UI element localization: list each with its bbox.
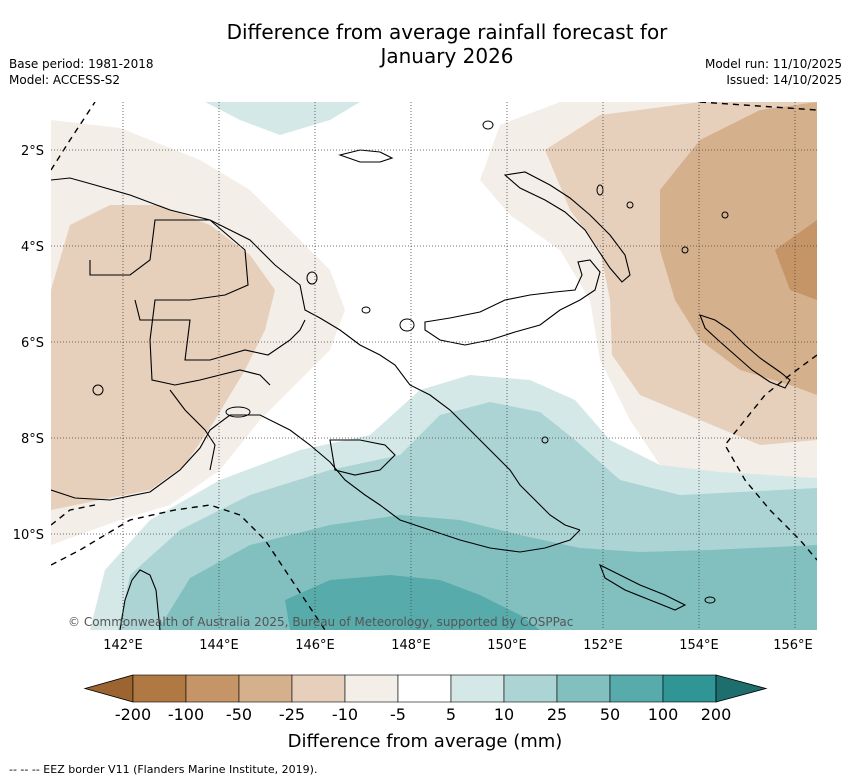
wet-region-south-50 — [285, 575, 540, 630]
colorbar-tick-label: 25 — [546, 705, 568, 724]
dry-region-east-50 — [775, 220, 817, 300]
colorbar — [83, 674, 768, 703]
lat-label-6s: 6°S — [21, 336, 44, 351]
eez-border-west-north — [51, 102, 96, 171]
png-border — [89, 219, 271, 386]
lon-label-142e: 142°E — [103, 638, 143, 653]
dry-region-west-10 — [51, 205, 275, 510]
island — [361, 306, 371, 314]
colorbar-tick-label: 50 — [599, 705, 621, 724]
lon-label-154e: 154°E — [679, 638, 719, 653]
colorbar-bin — [556, 674, 611, 703]
model-info: Base period: 1981-2018 Model: ACCESS-S2 — [9, 56, 154, 88]
island — [306, 271, 318, 285]
colorbar-tick-label: -100 — [167, 705, 205, 724]
colorbar-tick-label: -10 — [331, 705, 359, 724]
eez-legend-note: -- -- -- EEZ border V11 (Flanders Marine… — [9, 763, 318, 776]
new-guinea-north-coast — [51, 177, 581, 531]
bougainville — [699, 314, 791, 389]
colorbar-tick-label: -50 — [225, 705, 253, 724]
colorbar-bin — [450, 674, 505, 703]
colorbar-extend-low — [83, 674, 134, 703]
island — [399, 318, 415, 332]
new-britain — [424, 259, 601, 346]
model-name: Model: ACCESS-S2 — [9, 73, 121, 87]
base-period: Base period: 1981-2018 — [9, 57, 154, 71]
eez-borders — [51, 102, 817, 630]
lat-label-4s: 4°S — [21, 240, 44, 255]
png-border-3 — [169, 389, 216, 471]
colorbar-bin — [397, 674, 452, 703]
colorbar-bin — [185, 674, 240, 703]
eez-border-east — [724, 354, 817, 561]
island — [92, 384, 104, 396]
issued-date: Issued: 14/10/2025 — [726, 73, 842, 87]
island — [225, 406, 251, 418]
eez-border-north-east — [699, 102, 817, 111]
colorbar-tick-label: 10 — [493, 705, 515, 724]
island — [681, 246, 689, 254]
lat-label-10s: 10°S — [13, 528, 44, 543]
lon-label-156e: 156°E — [773, 638, 813, 653]
colorbar-bin — [291, 674, 346, 703]
eez-border-southwest — [51, 504, 96, 526]
lon-label-144e: 144°E — [199, 638, 239, 653]
island — [482, 120, 494, 130]
colorbar-tick-label: -200 — [114, 705, 152, 724]
lat-label-8s: 8°S — [21, 432, 44, 447]
png-border-2 — [134, 299, 306, 361]
title-line-1: Difference from average rainfall forecas… — [226, 20, 668, 44]
colorbar-bin — [503, 674, 558, 703]
cape-york — [119, 569, 161, 630]
model-run: Model run: 11/10/2025 — [704, 57, 842, 71]
island — [626, 201, 634, 209]
d-entrecasteaux-islands — [598, 563, 687, 611]
island — [541, 436, 549, 444]
lon-label-152e: 152°E — [583, 638, 623, 653]
colorbar-bin — [238, 674, 293, 703]
colorbar-tick-label: 5 — [445, 705, 457, 724]
colorbar-bin — [132, 674, 187, 703]
colorbar-bin — [344, 674, 399, 703]
colorbar-bin — [662, 674, 717, 703]
colorbar-tick-label: -5 — [390, 705, 406, 724]
colorbar-bin — [609, 674, 664, 703]
coastlines — [51, 149, 791, 630]
lat-label-2s: 2°S — [21, 144, 44, 159]
lon-label-148e: 148°E — [391, 638, 431, 653]
map-area: © Commonwealth of Australia 2025, Bureau… — [51, 102, 817, 630]
chart-title: Difference from average rainfall forecas… — [0, 20, 850, 68]
island — [721, 211, 729, 219]
copyright-notice: © Commonwealth of Australia 2025, Bureau… — [68, 615, 573, 629]
colorbar-tick-label: 200 — [700, 705, 732, 724]
title-line-2: January 2026 — [380, 44, 514, 68]
run-info: Model run: 11/10/2025 Issued: 14/10/2025 — [705, 56, 842, 88]
lon-label-146e: 146°E — [295, 638, 335, 653]
new-guinea-south-coast — [51, 414, 581, 553]
eez-border-west-south — [51, 504, 326, 630]
new-ireland — [503, 171, 631, 283]
colorbar-title: Difference from average (mm) — [287, 731, 563, 752]
island — [704, 596, 716, 604]
gridlines — [51, 102, 817, 630]
colorbar-tick-label: 100 — [647, 705, 679, 724]
colorbar-extend-high — [715, 674, 768, 703]
central-province-border — [329, 439, 396, 476]
lon-label-150e: 150°E — [487, 638, 527, 653]
wet-region-north-5 — [205, 102, 360, 135]
small-islands — [92, 120, 729, 604]
colorbar-tick-label: -25 — [278, 705, 306, 724]
